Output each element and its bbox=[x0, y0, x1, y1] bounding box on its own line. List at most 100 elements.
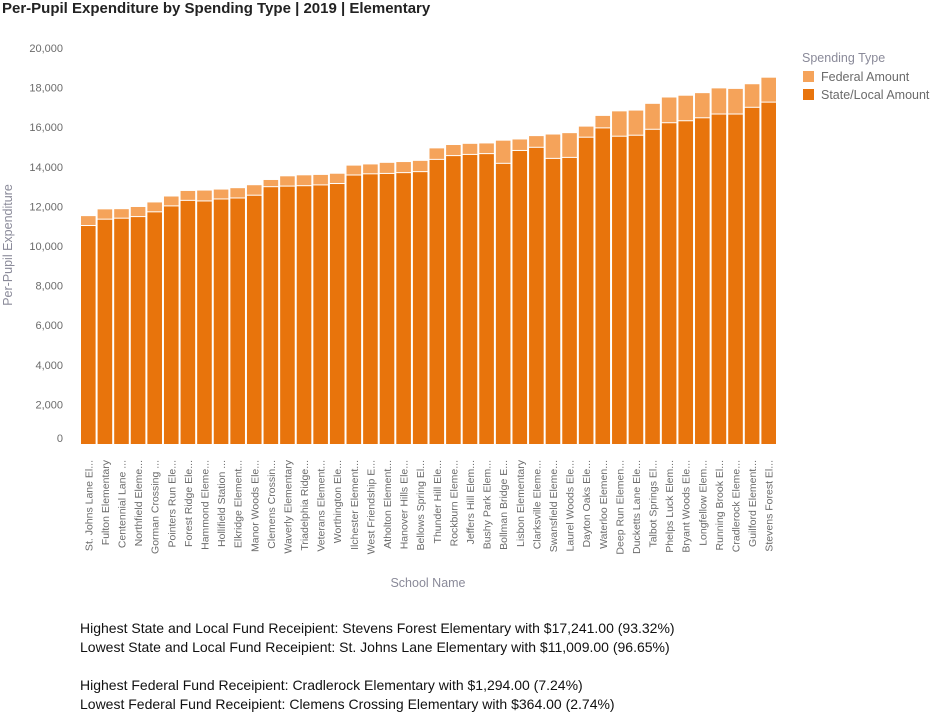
bar-federal[interactable] bbox=[280, 176, 295, 186]
legend: Spending Type Federal Amount State/Local … bbox=[802, 51, 930, 102]
bar-state-local[interactable] bbox=[180, 200, 196, 444]
bar-state-local[interactable] bbox=[163, 206, 179, 444]
bar-federal[interactable] bbox=[429, 148, 445, 159]
x-tick-label: Guilford Element... bbox=[747, 460, 759, 547]
bar-federal[interactable] bbox=[645, 103, 660, 129]
bar-federal[interactable] bbox=[595, 115, 611, 128]
y-axis-title: Per-Pupil Expenditure bbox=[1, 184, 15, 306]
bar-federal[interactable] bbox=[246, 185, 262, 195]
bar-state-local[interactable] bbox=[246, 195, 262, 444]
bar-state-local[interactable] bbox=[197, 201, 212, 444]
bar-state-local[interactable] bbox=[761, 102, 776, 444]
bar-federal[interactable] bbox=[744, 84, 760, 107]
x-axis-title: School Name bbox=[390, 576, 465, 590]
bar-state-local[interactable] bbox=[728, 114, 743, 444]
bar-state-local[interactable] bbox=[280, 186, 295, 444]
bar-federal[interactable] bbox=[728, 88, 743, 114]
bar-federal[interactable] bbox=[495, 140, 511, 163]
bar-federal[interactable] bbox=[180, 190, 196, 200]
bar-federal[interactable] bbox=[296, 175, 312, 186]
bar-federal[interactable] bbox=[313, 174, 328, 185]
bar-state-local[interactable] bbox=[147, 212, 162, 444]
bar-state-local[interactable] bbox=[446, 156, 461, 444]
bar-state-local[interactable] bbox=[562, 157, 577, 444]
x-tick-label: St. Johns Lane El... bbox=[83, 460, 95, 551]
bar-federal[interactable] bbox=[114, 209, 129, 218]
bar-federal[interactable] bbox=[462, 143, 478, 154]
bar-state-local[interactable] bbox=[628, 135, 644, 445]
bar-federal[interactable] bbox=[147, 202, 162, 212]
bar-state-local[interactable] bbox=[296, 186, 312, 445]
bar-federal[interactable] bbox=[163, 196, 179, 206]
bar-federal[interactable] bbox=[562, 133, 577, 157]
bar-state-local[interactable] bbox=[678, 121, 694, 444]
bar-federal[interactable] bbox=[396, 162, 411, 173]
bar-federal[interactable] bbox=[197, 190, 212, 201]
bar-state-local[interactable] bbox=[578, 137, 594, 444]
bar-state-local[interactable] bbox=[313, 185, 328, 445]
bar-state-local[interactable] bbox=[263, 187, 279, 444]
bar-state-local[interactable] bbox=[661, 123, 677, 445]
bar-state-local[interactable] bbox=[495, 163, 511, 444]
x-axis: St. Johns Lane El... Fulton Elementary Cen… bbox=[83, 459, 775, 554]
bar-state-local[interactable] bbox=[230, 198, 245, 444]
bar-federal[interactable] bbox=[346, 165, 362, 175]
bar-state-local[interactable] bbox=[711, 114, 727, 444]
x-tick-label: Laurel Woods Ele... bbox=[565, 460, 577, 551]
bar-state-local[interactable] bbox=[346, 175, 362, 444]
bar-federal[interactable] bbox=[363, 164, 378, 174]
bar-federal[interactable] bbox=[529, 136, 544, 147]
bar-state-local[interactable] bbox=[545, 158, 561, 444]
bar-federal[interactable] bbox=[263, 179, 279, 187]
bar-federal[interactable] bbox=[695, 93, 710, 118]
bar-federal[interactable] bbox=[230, 188, 245, 198]
bar-federal[interactable] bbox=[130, 206, 146, 217]
bar-federal[interactable] bbox=[578, 126, 594, 137]
bar-state-local[interactable] bbox=[396, 173, 411, 445]
bar-state-local[interactable] bbox=[462, 154, 478, 445]
bar-state-local[interactable] bbox=[130, 217, 146, 444]
bar-federal[interactable] bbox=[479, 143, 494, 154]
bar-federal[interactable] bbox=[628, 110, 644, 135]
bar-federal[interactable] bbox=[81, 216, 96, 226]
bar-state-local[interactable] bbox=[412, 172, 428, 444]
bar-state-local[interactable] bbox=[529, 147, 544, 445]
x-tick-label: Waterloo Elemen... bbox=[598, 460, 610, 549]
y-tick-label: 14,000 bbox=[29, 162, 63, 174]
x-tick-label: Thunder Hill Ele... bbox=[432, 460, 444, 543]
bar-state-local[interactable] bbox=[695, 118, 710, 444]
bar-federal[interactable] bbox=[213, 189, 229, 199]
x-tick-label: Northfield Eleme... bbox=[133, 460, 145, 546]
bar-federal[interactable] bbox=[512, 139, 528, 150]
bar-federal[interactable] bbox=[329, 173, 345, 184]
bar-state-local[interactable] bbox=[612, 136, 627, 445]
bar-state-local[interactable] bbox=[744, 107, 760, 445]
x-tick-label: Running Brook El... bbox=[714, 460, 726, 550]
bar-state-local[interactable] bbox=[429, 159, 445, 444]
bar-federal[interactable] bbox=[661, 97, 677, 123]
bar-state-local[interactable] bbox=[329, 184, 345, 444]
bar-federal[interactable] bbox=[379, 162, 395, 173]
bar-state-local[interactable] bbox=[379, 173, 395, 445]
bar-federal[interactable] bbox=[97, 209, 113, 219]
bar-state-local[interactable] bbox=[512, 150, 528, 444]
bar-state-local[interactable] bbox=[363, 174, 378, 444]
y-tick-label: 4,000 bbox=[35, 360, 63, 372]
bar-state-local[interactable] bbox=[595, 128, 611, 444]
bar-federal[interactable] bbox=[412, 160, 428, 172]
bar-federal[interactable] bbox=[761, 77, 776, 102]
bar-state-local[interactable] bbox=[479, 154, 494, 445]
x-tick-label: Clarksville Eleme... bbox=[531, 460, 543, 549]
bar-state-local[interactable] bbox=[645, 129, 660, 445]
bar-federal[interactable] bbox=[711, 88, 727, 114]
bar-federal[interactable] bbox=[545, 134, 561, 158]
y-tick-label: 12,000 bbox=[29, 201, 63, 213]
bar-state-local[interactable] bbox=[213, 199, 229, 444]
bar-federal[interactable] bbox=[612, 111, 627, 136]
bar-state-local[interactable] bbox=[97, 219, 113, 444]
bar-state-local[interactable] bbox=[81, 226, 96, 444]
bar-state-local[interactable] bbox=[114, 218, 129, 444]
bar-federal[interactable] bbox=[446, 145, 461, 156]
bar-federal[interactable] bbox=[678, 95, 694, 121]
x-tick-label: Manor Woods Ele... bbox=[249, 460, 261, 552]
